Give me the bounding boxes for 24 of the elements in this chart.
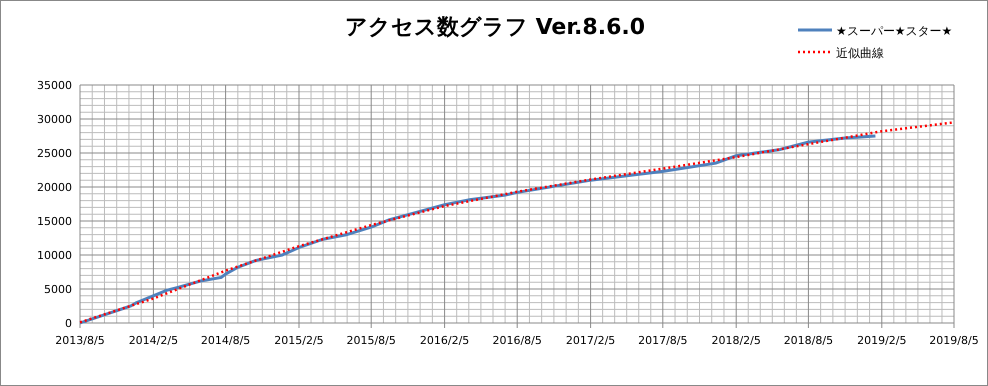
x-tick-label: 2018/8/5 — [784, 334, 834, 347]
y-tick-label: 10000 — [37, 249, 72, 262]
x-tick-label: 2016/8/5 — [492, 334, 542, 347]
x-tick-label: 2017/8/5 — [638, 334, 688, 347]
x-tick-label: 2014/8/5 — [200, 334, 250, 347]
x-tick-label: 2013/8/5 — [55, 334, 105, 347]
y-tick-label: 5000 — [44, 283, 72, 296]
y-tick-label: 20000 — [37, 181, 72, 194]
y-tick-label: 25000 — [37, 147, 72, 160]
y-tick-label: 30000 — [37, 113, 72, 126]
x-tick-label: 2016/2/5 — [420, 334, 470, 347]
x-tick-label: 2015/8/5 — [346, 334, 396, 347]
legend-label: 近似曲線 — [836, 46, 884, 60]
x-tick-label: 2019/2/5 — [857, 334, 906, 347]
y-tick-label: 35000 — [37, 79, 72, 92]
x-tick-label: 2015/2/5 — [274, 334, 324, 347]
x-tick-label: 2018/2/5 — [711, 334, 761, 347]
y-tick-label: 15000 — [37, 215, 72, 228]
legend-label: ★スーパー★スター★ — [836, 24, 952, 38]
chart-title: アクセス数グラフ Ver.8.6.0 — [344, 15, 646, 40]
x-tick-label: 2019/8/5 — [929, 334, 979, 347]
y-tick-label: 0 — [65, 317, 72, 330]
x-tick-label: 2014/2/5 — [128, 334, 178, 347]
x-tick-label: 2017/2/5 — [566, 334, 616, 347]
